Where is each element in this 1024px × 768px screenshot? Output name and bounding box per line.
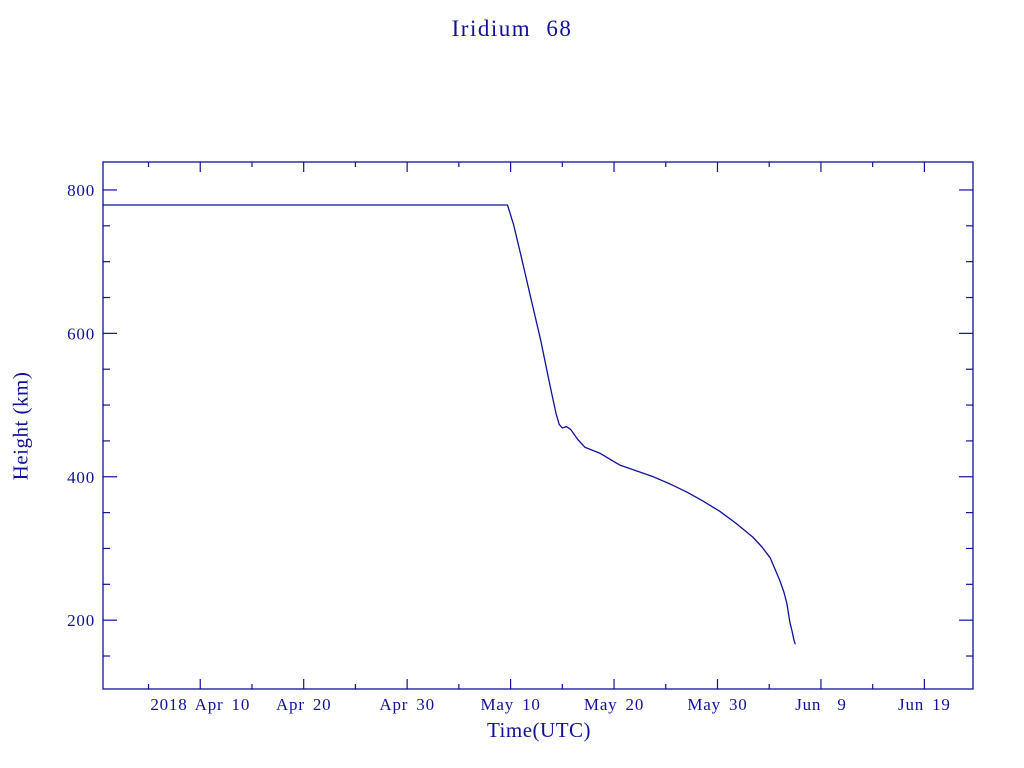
y-tick-label: 600 <box>67 324 95 343</box>
x-tick-label: Jun 9 <box>795 695 846 714</box>
y-tick-label: 800 <box>67 181 95 200</box>
y-tick-label: 200 <box>67 611 95 630</box>
y-axis-title: Height (km) <box>8 371 33 481</box>
plot-frame <box>102 161 974 690</box>
x-tick-label: 2018 Apr 10 <box>150 695 250 714</box>
x-tick-label: Apr 30 <box>379 695 435 714</box>
chart-title: Iridium 68 <box>451 16 573 41</box>
x-tick-label: Apr 20 <box>276 695 332 714</box>
x-axis-title: Time(UTC) <box>486 718 592 742</box>
x-tick-label: May 20 <box>584 695 644 714</box>
x-tick-label: May 10 <box>480 695 540 714</box>
series-line-orbital-height <box>102 204 796 645</box>
x-tick-label: Jun 19 <box>898 695 951 714</box>
x-tick-label: May 30 <box>687 695 747 714</box>
y-tick-label: 400 <box>67 468 95 487</box>
